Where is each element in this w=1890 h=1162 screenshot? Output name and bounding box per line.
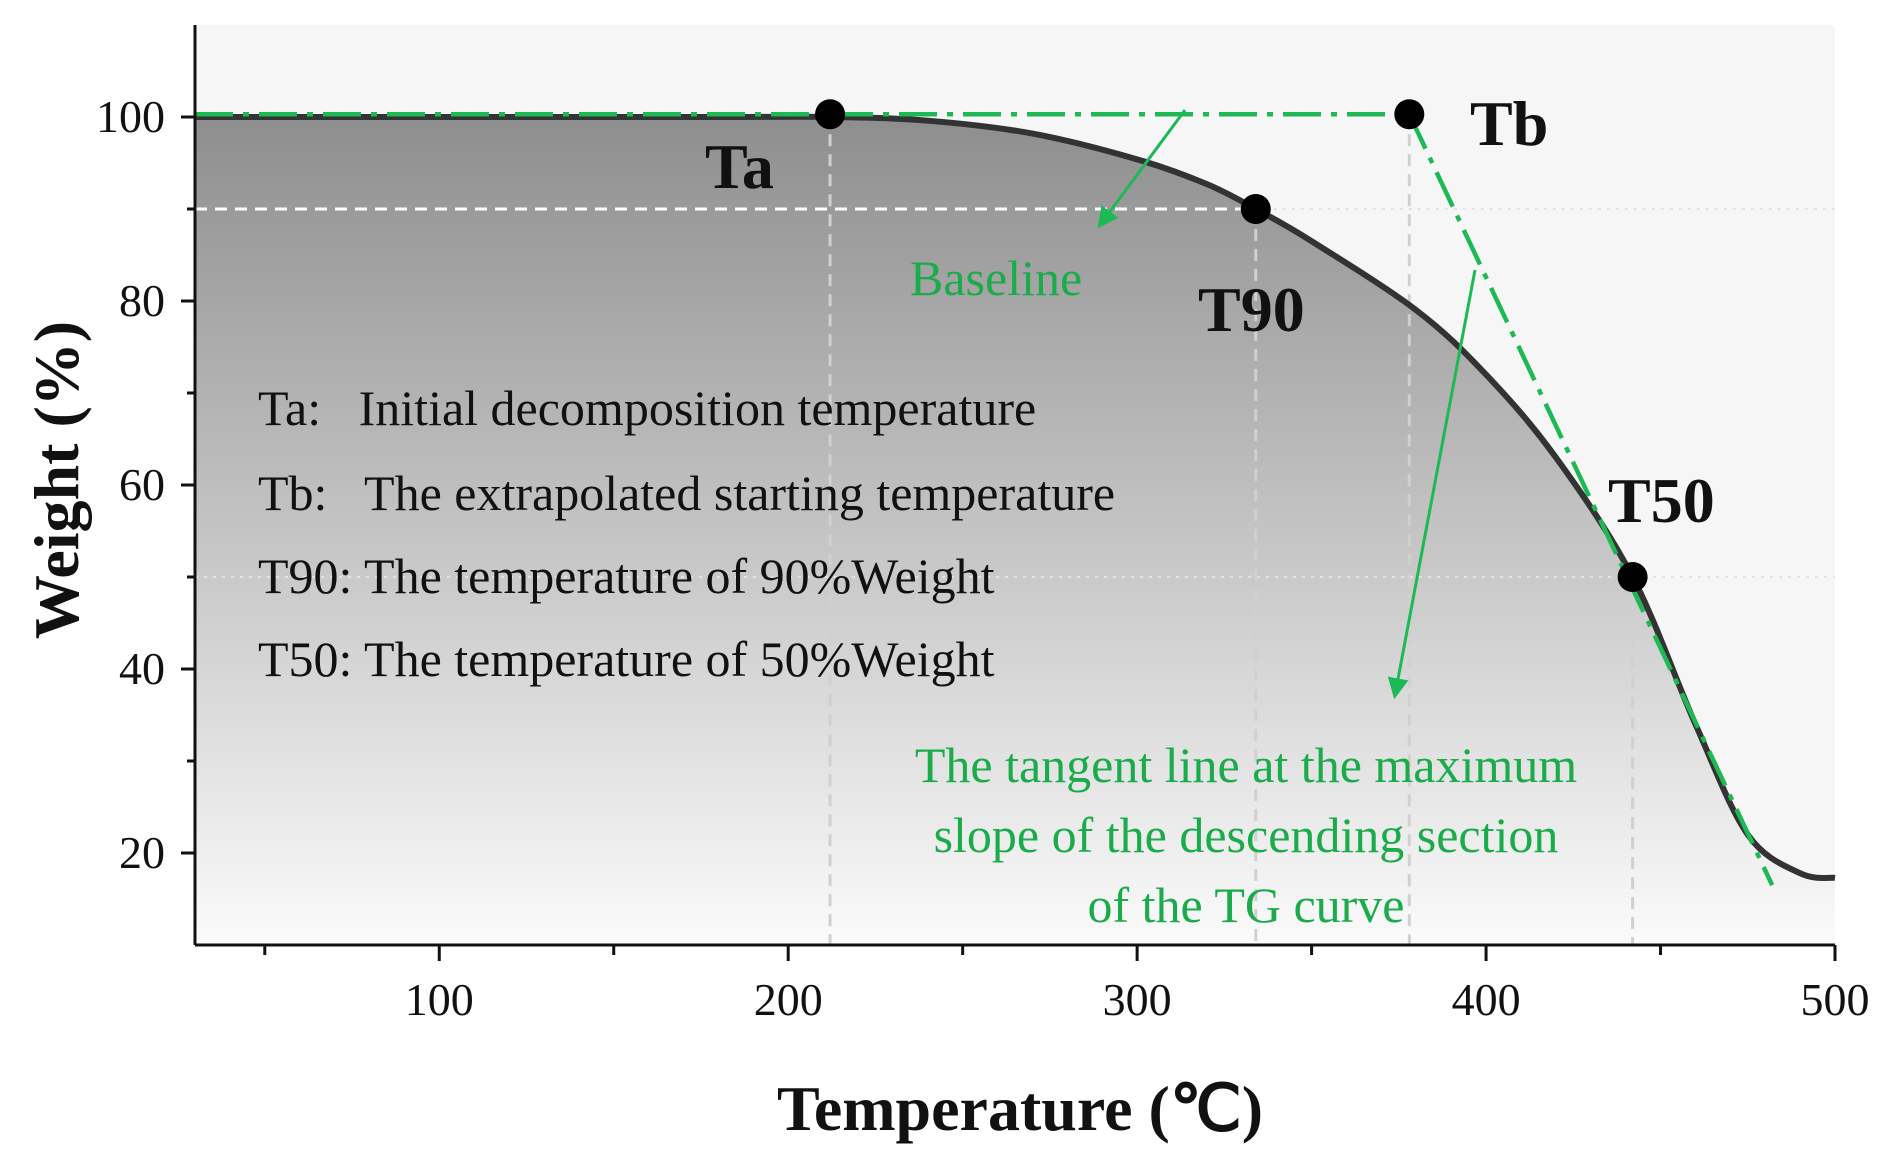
- x-tick-label-500: 500: [1801, 974, 1870, 1025]
- key-points: [815, 99, 1648, 592]
- point-t90: [1240, 194, 1271, 224]
- guide-lines: [195, 111, 1775, 887]
- point-tb: [1394, 99, 1425, 130]
- y-axis-ticks: 20 40 60 80 100: [96, 91, 195, 878]
- x-axis-title: Temperature (℃): [777, 1073, 1263, 1144]
- baseline-label: Baseline: [910, 250, 1082, 306]
- point-label-tb: Tb: [1470, 88, 1548, 159]
- point-label-t50: T50: [1608, 465, 1715, 536]
- tangent-arrow: [1387, 269, 1477, 700]
- tangent-label-line-2: slope of the descending section: [934, 807, 1559, 863]
- helper-lines: [195, 114, 1835, 945]
- legend-t50: T50: The temperature of 50%Weight: [258, 631, 995, 687]
- tangent-label-line-1: The tangent line at the maximum: [915, 737, 1577, 793]
- x-tick-label-400: 400: [1452, 974, 1521, 1025]
- legend-tb: Tb: The extrapolated starting temperatur…: [258, 465, 1115, 521]
- area-under-curve: [195, 116, 1835, 945]
- y-tick-label-60: 60: [119, 459, 165, 510]
- y-tick-label-100: 100: [96, 91, 165, 142]
- point-label-t90: T90: [1198, 274, 1305, 345]
- legend-t90: T90: The temperature of 90%Weight: [258, 548, 995, 604]
- point-t50: [1617, 562, 1648, 592]
- y-tick-label-20: 20: [119, 827, 165, 878]
- point-label-ta: Ta: [705, 131, 774, 202]
- y-tick-label-40: 40: [119, 643, 165, 694]
- point-ta: [815, 99, 846, 130]
- tangent-label-line-3: of the TG curve: [1087, 877, 1404, 933]
- baseline-arrow: [1097, 109, 1187, 229]
- tangent-line: [1407, 113, 1775, 887]
- y-axis-title: Weight (%): [21, 321, 92, 639]
- legend-ta: Ta: Initial decomposition temperature: [258, 380, 1036, 436]
- y-tick-label-80: 80: [119, 275, 165, 326]
- x-tick-label-300: 300: [1103, 974, 1172, 1025]
- x-tick-label-100: 100: [405, 974, 474, 1025]
- x-tick-label-200: 200: [754, 974, 823, 1025]
- x-axis-ticks: 100 200 300 400 500: [263, 945, 1870, 1025]
